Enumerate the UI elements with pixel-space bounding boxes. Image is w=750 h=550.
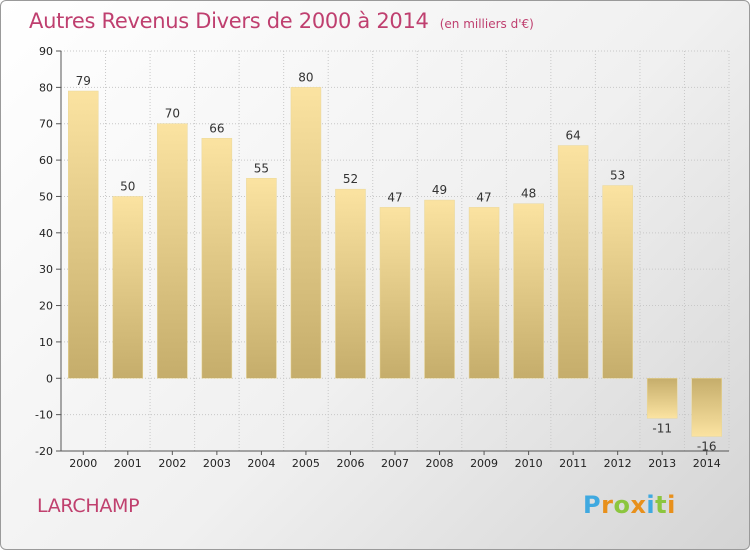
data-label-2008: 49: [432, 183, 447, 197]
data-label-2002: 70: [165, 107, 180, 121]
x-tick-label-2011: 2011: [559, 457, 587, 470]
bar-2011: [557, 145, 589, 379]
bar-2012: [602, 185, 633, 379]
data-label-2011: 64: [565, 129, 580, 143]
data-label-2006: 52: [343, 172, 358, 186]
x-tick-label-2013: 2013: [648, 457, 676, 470]
bar-2010: [513, 203, 544, 379]
x-tick-label-2010: 2010: [515, 457, 543, 470]
data-label-2014: -16: [697, 439, 717, 453]
data-label-2001: 50: [120, 179, 135, 193]
chart-subtitle: (en milliers d'€): [439, 17, 534, 31]
data-label-2007: 47: [387, 190, 402, 204]
chart-title: Autres Revenus Divers de 2000 à 2014: [29, 9, 429, 33]
x-tick-label-2012: 2012: [604, 457, 632, 470]
bar-2008: [424, 199, 455, 379]
x-tick-label-2003: 2003: [203, 457, 231, 470]
data-label-2004: 55: [254, 161, 269, 175]
logo-letter: i: [646, 491, 656, 519]
data-label-2000: 79: [76, 74, 91, 88]
x-tick-label-2008: 2008: [426, 457, 454, 470]
y-tick-label: -20: [35, 445, 53, 458]
y-tick-label: 50: [39, 190, 53, 203]
bar-2000: [68, 90, 99, 379]
bar-2013: [646, 378, 678, 419]
data-label-2009: 47: [476, 190, 491, 204]
data-label-2010: 48: [521, 187, 536, 201]
y-tick-label: 40: [39, 227, 53, 240]
bar-2004: [246, 178, 277, 379]
label-layer: -20 -10 0 10 20 30 40 50 60 70 80 90 79 2000 50 2001 70 2…: [35, 45, 721, 470]
y-tick-label: 60: [39, 154, 53, 167]
y-tick-label: 0: [46, 372, 53, 385]
bar-layer: [68, 87, 722, 437]
commune-name: LARCHAMP: [37, 495, 140, 517]
bar-2005: [290, 87, 322, 379]
bar-2007: [379, 207, 411, 379]
y-tick-label: 80: [39, 81, 53, 94]
x-tick-label-2006: 2006: [336, 457, 364, 470]
x-tick-label-2005: 2005: [292, 457, 320, 470]
y-tick-label: 10: [39, 336, 53, 349]
y-tick-label: 70: [39, 118, 53, 131]
proxiti-logo: Proxiti: [583, 491, 676, 519]
logo-letter: t: [655, 491, 668, 519]
bar-2006: [335, 188, 366, 379]
x-tick-label-2001: 2001: [114, 457, 142, 470]
y-tick-label: 30: [39, 263, 53, 276]
y-tick-label: 90: [39, 45, 53, 58]
bar-2009: [468, 207, 500, 379]
data-label-2013: -11: [652, 421, 672, 435]
logo-letter: o: [613, 491, 631, 519]
x-tick-label-2009: 2009: [470, 457, 498, 470]
x-tick-label-2007: 2007: [381, 457, 409, 470]
bar-2014: [691, 378, 722, 437]
x-tick-label-2000: 2000: [69, 457, 97, 470]
y-tick-label: 20: [39, 300, 53, 313]
x-tick-label-2002: 2002: [158, 457, 186, 470]
x-tick-label-2014: 2014: [693, 457, 721, 470]
bar-2003: [201, 138, 233, 379]
data-label-2003: 66: [209, 121, 224, 135]
logo-letter: r: [601, 491, 614, 519]
y-tick-label: -10: [35, 409, 53, 422]
data-label-2012: 53: [610, 169, 625, 183]
logo-letter: x: [630, 491, 647, 519]
x-tick-label-2004: 2004: [247, 457, 275, 470]
data-label-2005: 80: [298, 70, 313, 84]
logo-letter: P: [583, 491, 602, 519]
logo-letter: i: [667, 491, 676, 519]
bar-2001: [112, 196, 144, 379]
title-row: Autres Revenus Divers de 2000 à 2014 (en…: [29, 9, 534, 33]
bar-2002: [157, 123, 188, 379]
